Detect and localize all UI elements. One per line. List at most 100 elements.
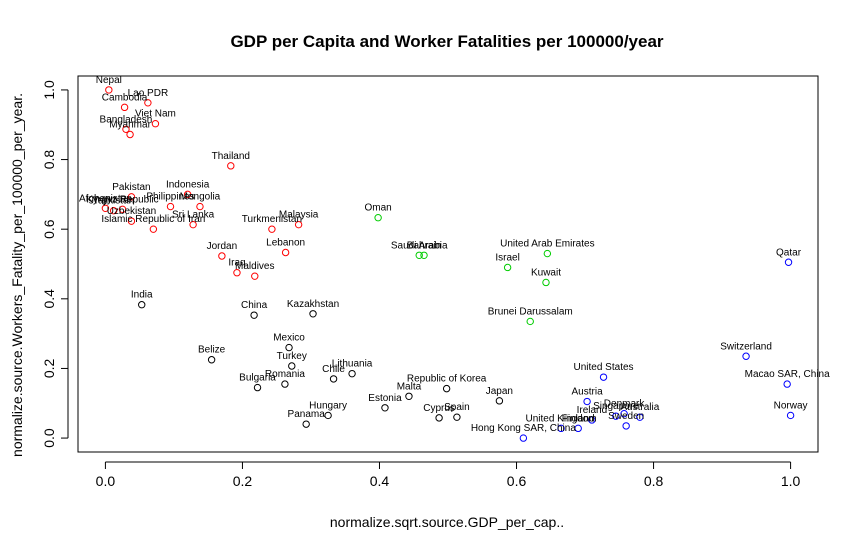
data-point	[329, 375, 338, 383]
point-label: Uzbekistan	[107, 206, 156, 217]
y-tick-label: 0.0	[41, 428, 57, 448]
data-point	[309, 310, 317, 318]
data-point	[233, 269, 241, 277]
point-label: United Kingdom	[525, 413, 596, 424]
point-label: Estonia	[368, 393, 402, 404]
point-label: Mexico	[273, 333, 305, 344]
point-label: Brunei Darussalam	[488, 306, 573, 317]
point-label: Afghanistan	[79, 193, 132, 204]
data-point	[118, 205, 127, 214]
point-label: Sweden	[608, 411, 644, 422]
x-tick-label: 1.0	[781, 473, 801, 489]
x-tick-label: 0.2	[233, 473, 253, 489]
point-label: Jordan	[207, 241, 238, 252]
point-label: Belize	[198, 345, 226, 356]
data-point	[612, 412, 620, 420]
data-points	[101, 86, 795, 442]
x-tick-label: 0.6	[507, 473, 527, 489]
x-tick-label: 0.8	[644, 473, 664, 489]
data-point	[557, 424, 565, 433]
point-label: Kuwait	[531, 267, 561, 278]
point-label: Kyrgyz Republic	[86, 194, 158, 205]
data-point	[622, 422, 630, 430]
data-point	[218, 252, 226, 260]
data-point	[415, 251, 423, 259]
data-point	[251, 272, 259, 280]
point-label: Spain	[444, 402, 470, 413]
data-point	[453, 413, 461, 421]
point-label: Romania	[265, 369, 305, 380]
data-point	[281, 248, 290, 257]
point-label: Singapore	[593, 401, 639, 412]
point-label: United States	[574, 362, 634, 373]
data-point	[519, 434, 528, 442]
data-point	[381, 404, 389, 412]
data-point	[288, 362, 296, 370]
x-tick-label: 0.4	[370, 473, 390, 489]
point-label: Ireland	[577, 405, 608, 416]
data-point	[183, 190, 192, 199]
data-point	[120, 103, 129, 112]
data-point	[574, 424, 582, 433]
point-label: China	[241, 300, 268, 311]
data-point	[196, 202, 204, 211]
data-point	[348, 369, 356, 378]
data-point	[420, 251, 428, 259]
point-label: Malta	[397, 381, 422, 392]
y-tick-label: 0.8	[41, 150, 57, 170]
data-point	[599, 373, 608, 381]
data-point	[405, 392, 413, 400]
data-point	[138, 301, 146, 309]
data-point	[281, 380, 289, 388]
point-label: Panama	[288, 409, 326, 420]
data-point	[166, 202, 175, 211]
data-point	[526, 317, 534, 326]
point-label: Pakistan	[112, 182, 150, 193]
data-point	[786, 411, 795, 420]
data-point	[253, 383, 262, 392]
point-label: Philippines	[146, 192, 194, 203]
point-label: Turkmenistan	[242, 214, 302, 225]
data-point	[620, 410, 628, 418]
data-point	[543, 249, 552, 258]
point-label: Islamic Republic of Iran	[101, 214, 205, 225]
point-label: Turkey	[277, 351, 307, 362]
y-axis-label: normalize.source.Workers_Fatality_per_10…	[9, 93, 25, 457]
point-label: Bahrain	[407, 240, 441, 251]
point-label: Bulgaria	[239, 373, 276, 384]
data-point	[105, 86, 113, 94]
point-label: Hong Kong SAR, China	[471, 423, 577, 434]
point-label: Austria	[572, 387, 604, 398]
data-point	[588, 416, 596, 424]
data-point	[285, 343, 293, 352]
point-label: Lao PDR	[128, 88, 169, 99]
data-point	[144, 99, 152, 107]
data-point	[503, 263, 512, 272]
data-point	[495, 397, 504, 405]
data-point	[784, 258, 793, 266]
x-axis-label: normalize.sqrt.source.GDP_per_cap..	[330, 514, 564, 530]
data-point	[109, 207, 118, 215]
point-label: Israel	[495, 252, 519, 263]
point-label: Norway	[774, 400, 808, 411]
data-point	[374, 213, 382, 222]
x-axis: 0.0 0.2 0.4 0.6 0.8 1.0	[96, 461, 801, 489]
data-point	[126, 130, 134, 139]
point-label: Myanmar	[109, 119, 151, 130]
data-point	[542, 278, 550, 287]
x-tick-label: 0.0	[96, 473, 116, 489]
data-point	[122, 125, 130, 133]
point-label: India	[131, 290, 153, 301]
data-point	[583, 397, 591, 406]
plot-frame	[77, 75, 819, 453]
point-label: Cyprus	[423, 403, 455, 414]
point-label: Lebanon	[266, 238, 305, 249]
point-label: Bangladesh	[100, 114, 153, 125]
data-point	[127, 193, 136, 201]
point-label: Lithuania	[332, 359, 373, 370]
point-label: Maldives	[235, 261, 274, 272]
point-label: Japan	[486, 386, 513, 397]
point-label: Thailand	[212, 151, 250, 162]
